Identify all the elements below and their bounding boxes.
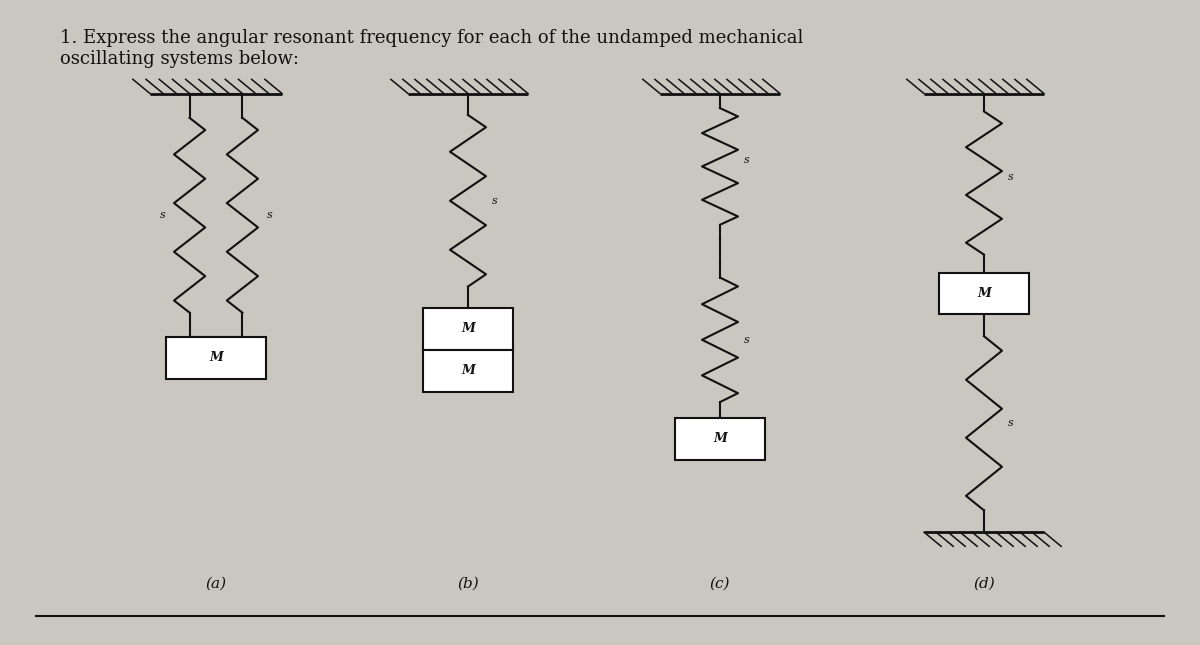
Text: M: M [209,352,223,364]
Text: M: M [461,364,475,377]
Text: s: s [160,210,166,221]
Text: s: s [744,335,750,345]
Bar [167,337,265,379]
Text: (d): (d) [973,577,995,591]
Text: s: s [1008,418,1014,428]
Text: M: M [713,432,727,445]
Text: M: M [977,287,991,300]
Text: (a): (a) [205,577,227,591]
Bar [424,350,514,392]
Bar [674,418,766,459]
Text: (b): (b) [457,577,479,591]
Text: 1. Express the angular resonant frequency for each of the undamped mechanical
os: 1. Express the angular resonant frequenc… [60,29,803,68]
Text: M: M [461,322,475,335]
Text: s: s [1008,172,1014,182]
Text: s: s [492,195,498,206]
Text: s: s [744,155,750,165]
Bar [940,272,1030,314]
Bar [424,308,514,350]
Text: s: s [266,210,272,221]
Text: (c): (c) [709,577,731,591]
